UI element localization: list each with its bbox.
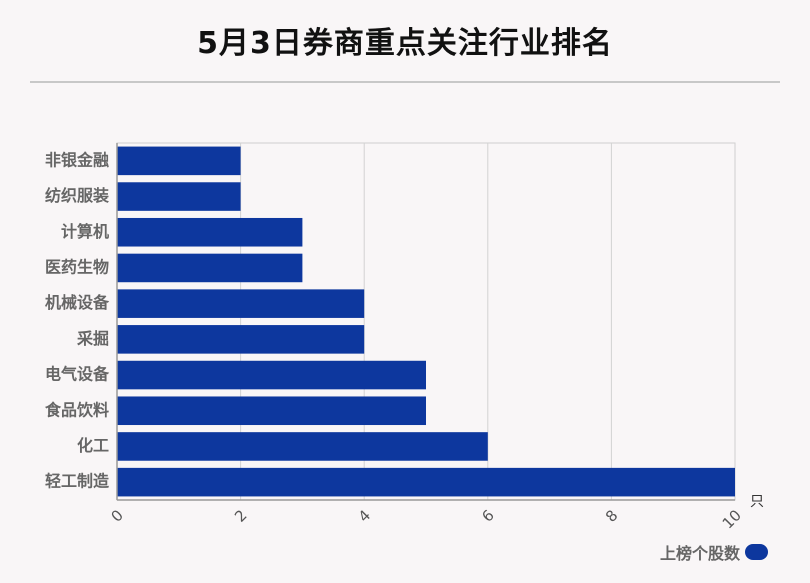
x-tick-label: 2: [231, 506, 250, 525]
category-label: 机械设备: [45, 293, 110, 312]
bar[interactable]: [117, 289, 365, 318]
bar[interactable]: [117, 182, 241, 211]
legend[interactable]: 上榜个股数: [660, 540, 769, 564]
bar[interactable]: [117, 396, 426, 426]
category-label: 化工: [77, 436, 109, 455]
bar[interactable]: [117, 432, 488, 461]
legend-swatch: [745, 544, 769, 560]
x-tick-label: 8: [602, 506, 621, 525]
category-label: 食品饮料: [44, 400, 109, 419]
category-label: 纺织服装: [45, 186, 109, 205]
x-tick-label: 10: [719, 506, 745, 532]
category-label: 采掘: [76, 329, 109, 348]
legend-label: 上榜个股数: [660, 544, 741, 563]
bar[interactable]: [117, 325, 365, 354]
x-tick-label: 6: [478, 506, 497, 525]
x-tick-label: 4: [355, 506, 374, 525]
chart-title: 5月3日券商重点关注行业排名: [197, 26, 613, 61]
category-label: 计算机: [61, 222, 109, 241]
bar[interactable]: [117, 360, 426, 390]
category-label: 轻工制造: [45, 472, 110, 491]
category-label: 电气设备: [45, 365, 110, 384]
x-tick-label: 0: [108, 506, 127, 525]
x-unit-label: 只: [750, 494, 764, 510]
category-label: 非银金融: [45, 150, 109, 169]
category-label: 医药生物: [45, 257, 109, 276]
bar[interactable]: [117, 467, 735, 497]
bar[interactable]: [117, 253, 303, 283]
bar[interactable]: [117, 217, 303, 247]
bar[interactable]: [117, 146, 241, 176]
title-divider: [30, 81, 780, 83]
